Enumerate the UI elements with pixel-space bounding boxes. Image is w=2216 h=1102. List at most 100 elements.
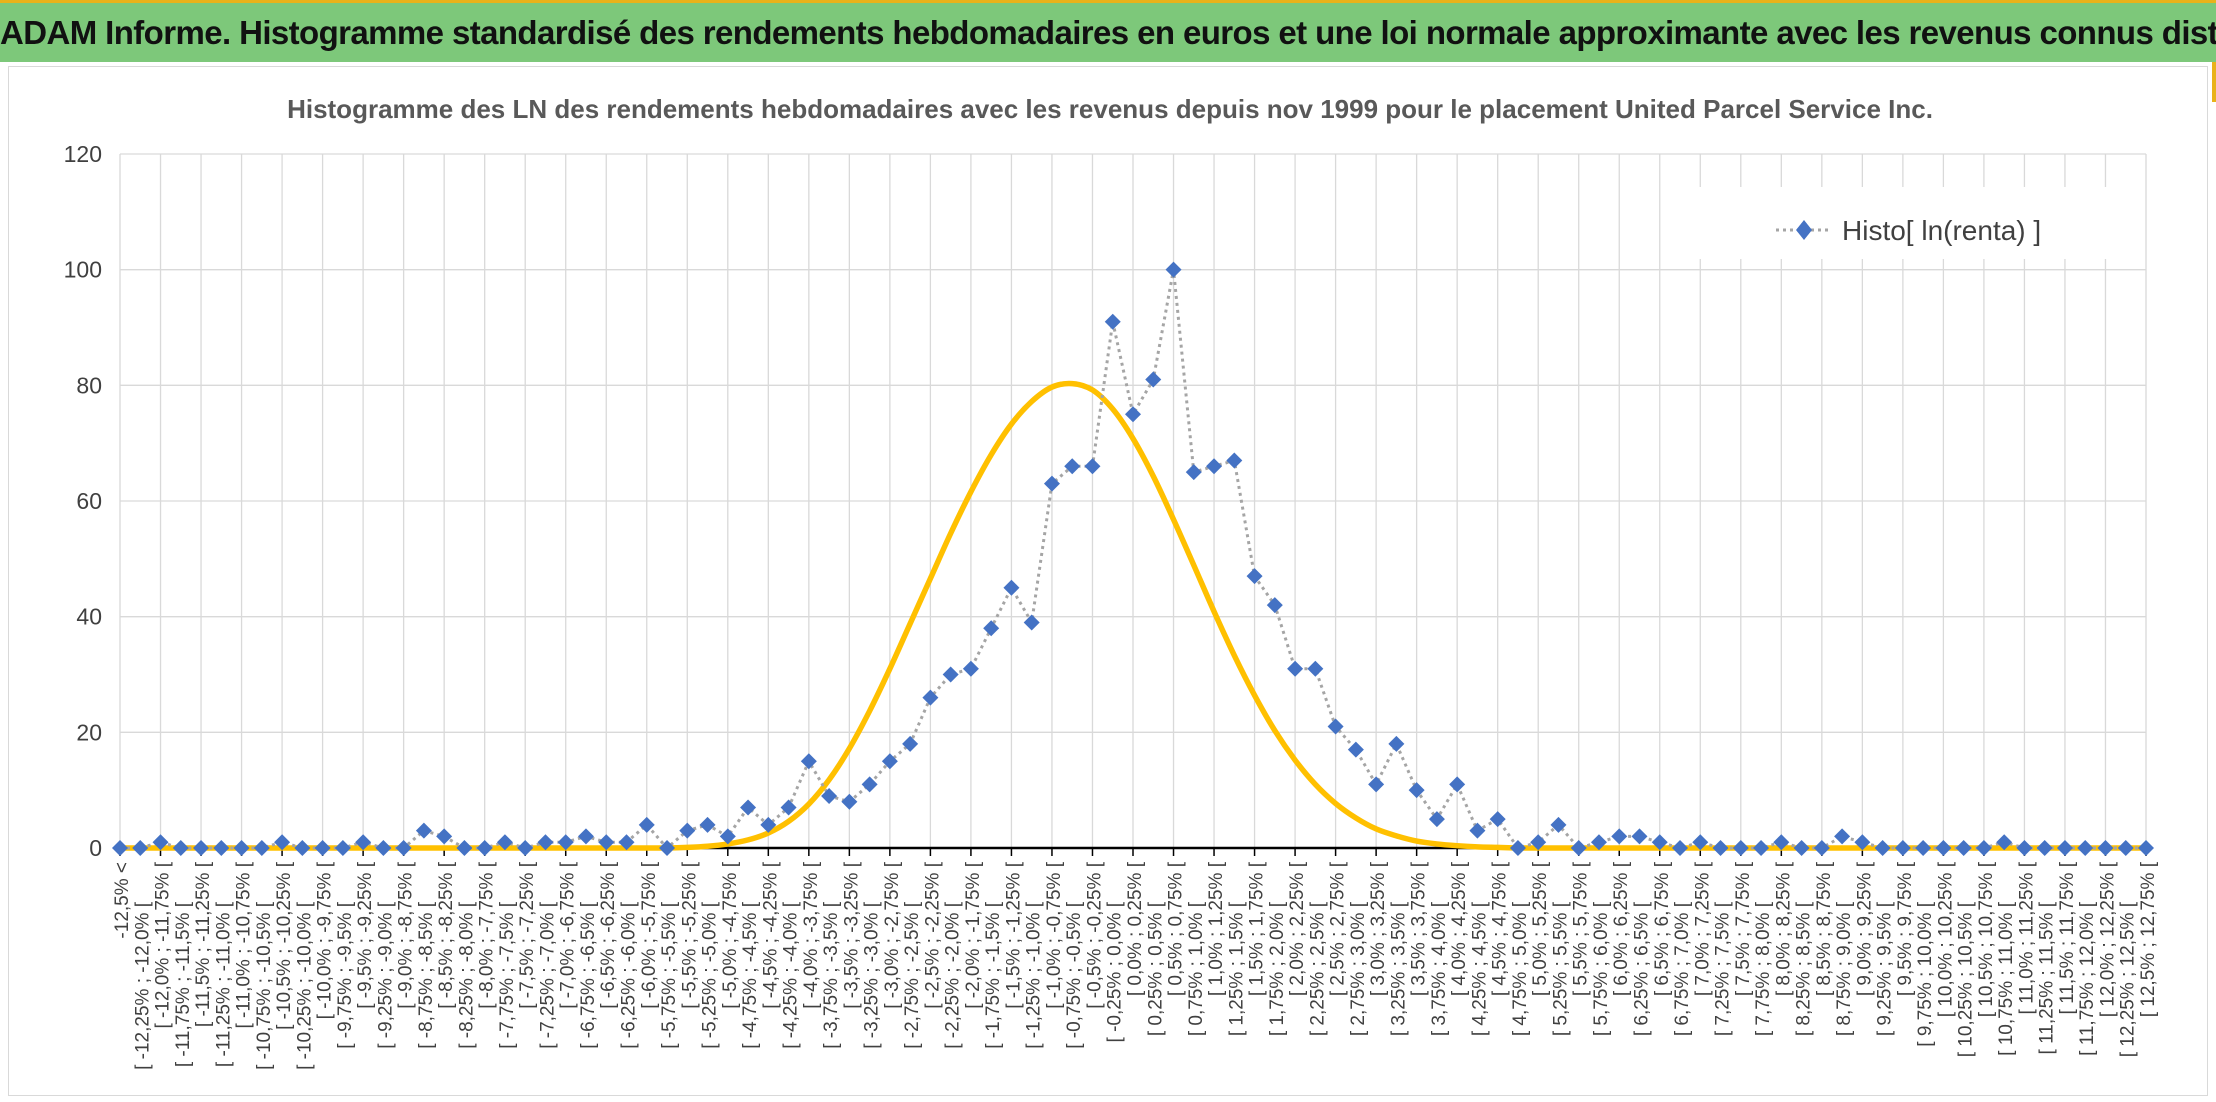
x-tick-label: [ -9,75% ; -9,5% [ xyxy=(335,901,356,1049)
histogram-point xyxy=(699,816,716,833)
histogram-point xyxy=(537,834,554,851)
x-tick-label: [ 1,0% ; 1,25% [ xyxy=(1206,861,1227,996)
histogram-point xyxy=(1692,834,1709,851)
histogram-point xyxy=(395,840,412,856)
x-tick-label: [ 0,75% ; 1,0% [ xyxy=(1186,901,1207,1036)
x-tick-label: [ 5,75% ; 6,0% [ xyxy=(1591,901,1612,1036)
histogram-line xyxy=(120,269,2146,851)
x-tick-label: [ -5,5% ; -5,25% [ xyxy=(679,861,700,1009)
x-tick-label: [ -9,5% ; -9,25% [ xyxy=(355,861,376,1009)
histogram-point xyxy=(1125,406,1141,423)
histogram-point xyxy=(1915,840,1932,856)
x-tick-label: [ 10,0% ; 10,25% [ xyxy=(1935,861,1956,1017)
histogram-point xyxy=(1854,834,1871,851)
x-tick-label: [ -6,75% ; -6,5% [ xyxy=(578,901,599,1049)
histogram-point xyxy=(1287,660,1304,677)
histogram-point xyxy=(881,753,898,770)
histogram-point xyxy=(1368,776,1385,793)
histogram-point xyxy=(233,840,250,856)
histogram-point xyxy=(821,787,838,804)
chart: Histogramme des LN des rendements hebdom… xyxy=(64,94,2159,1070)
histogram-point xyxy=(1084,458,1101,475)
x-tick-label: [ 7,25% ; 7,5% [ xyxy=(1713,901,1734,1036)
x-tick-label: [ -10,0% ; -9,75% [ xyxy=(315,861,336,1019)
x-tick-label: [ 2,75% ; 3,0% [ xyxy=(1348,901,1369,1036)
x-tick-label: [ -8,25% ; -8,0% [ xyxy=(456,901,477,1049)
x-tick-label: [ 11,25% ; 11,5% [ xyxy=(2037,901,2058,1054)
x-tick-label: [ -11,25% ; -11,0% [ xyxy=(213,901,234,1067)
x-tick-label: [ 4,25% ; 4,5% [ xyxy=(1469,901,1490,1036)
legend-label: Histo[ ln(renta) ] xyxy=(1842,215,2041,246)
histogram-point xyxy=(922,689,939,706)
x-tick-label: [ -3,25% ; -3,0% [ xyxy=(862,901,883,1049)
histogram-point xyxy=(1813,840,1830,856)
histogram-point xyxy=(314,840,331,856)
histogram-point xyxy=(1773,834,1790,851)
histogram-point xyxy=(1975,840,1992,856)
y-tick-label: 20 xyxy=(76,719,102,745)
x-tick-label: [ -4,75% ; -4,5% [ xyxy=(740,901,761,1049)
histogram-point xyxy=(902,735,919,752)
histogram-point xyxy=(1874,840,1891,856)
x-tick-label: [ 4,5% ; 4,75% [ xyxy=(1490,861,1511,996)
histogram-point xyxy=(638,816,655,833)
histogram-point xyxy=(740,799,757,816)
histogram-point xyxy=(2117,840,2134,856)
x-tick-label: [ 2,0% ; 2,25% [ xyxy=(1287,861,1308,996)
histogram-point xyxy=(2016,840,2033,856)
banner-title: ADAM Informe. Histogramme standardisé de… xyxy=(0,14,2216,51)
histogram-point xyxy=(1631,828,1648,845)
histogram-point xyxy=(1327,718,1344,735)
histogram-point xyxy=(1935,840,1952,856)
x-tick-label: [ 1,5% ; 1,75% [ xyxy=(1247,861,1268,996)
legend-marker-sample xyxy=(1796,220,1812,240)
histogram-point xyxy=(760,816,777,833)
x-tick-label: [ -12,25% ; -12,0% [ xyxy=(132,901,153,1070)
histogram-point xyxy=(1266,597,1283,614)
x-tick-label: [ 11,5% ; 11,75% [ xyxy=(2057,861,2078,1014)
histogram-point xyxy=(1530,834,1547,851)
histogram-point xyxy=(294,840,311,856)
x-tick-label: [ -3,0% ; -2,75% [ xyxy=(882,861,903,1009)
histogram-point xyxy=(618,834,635,851)
x-tick-label: [ -3,5% ; -3,25% [ xyxy=(841,861,862,1009)
x-tick-label: [ 12,25% ; 12,5% [ xyxy=(2118,901,2139,1057)
histogram-point xyxy=(1672,840,1689,856)
x-tick-label: [ -7,0% ; -6,75% [ xyxy=(558,861,579,1009)
x-tick-label: [ 2,25% ; 2,5% [ xyxy=(1307,901,1328,1036)
histogram-point xyxy=(1611,828,1628,845)
banner: ADAM Informe. Histogramme standardisé de… xyxy=(0,0,2216,62)
histogram-point xyxy=(1104,313,1121,330)
x-tick-label: [ -11,0% ; -10,75% [ xyxy=(234,861,255,1028)
histogram-point xyxy=(1509,840,1526,856)
histogram-point xyxy=(496,834,513,851)
x-tick-label: [ -8,0% ; -7,75% [ xyxy=(477,861,498,1009)
x-tick-label: [ 3,0% ; 3,25% [ xyxy=(1368,861,1389,996)
x-tick-label: [ 11,0% ; 11,25% [ xyxy=(2016,861,2037,1014)
legend-box xyxy=(1698,187,2118,259)
x-tick-label: [ 10,25% ; 10,5% [ xyxy=(1956,901,1977,1057)
histogram-point xyxy=(213,840,230,856)
histogram-point xyxy=(1246,568,1263,585)
x-tick-label: [ 6,5% ; 6,75% [ xyxy=(1652,861,1673,996)
histogram-point xyxy=(861,776,878,793)
x-tick-label: [ 0,5% ; 0,75% [ xyxy=(1166,861,1187,996)
histogram-point xyxy=(1732,840,1749,856)
y-tick-label: 80 xyxy=(76,372,102,398)
x-tick-label: [ -4,0% ; -3,75% [ xyxy=(801,861,822,1009)
y-tick-label: 0 xyxy=(89,835,102,861)
histogram-point xyxy=(334,840,351,856)
x-tick-label: [ 7,75% ; 8,0% [ xyxy=(1753,901,1774,1036)
x-tick-label: [ -9,25% ; -9,0% [ xyxy=(375,901,396,1049)
histogram-point xyxy=(1165,261,1182,278)
histogram-point xyxy=(1753,840,1770,856)
x-tick-label: [ 12,0% ; 12,25% [ xyxy=(2097,861,2118,1017)
histogram-point xyxy=(962,660,979,677)
histogram-point xyxy=(719,828,736,845)
histogram-point xyxy=(2138,840,2154,856)
x-tick-label: [ -5,75% ; -5,5% [ xyxy=(659,901,680,1049)
x-tick-label: [ -2,75% ; -2,5% [ xyxy=(902,901,923,1049)
histogram-point xyxy=(476,840,493,856)
histogram-point xyxy=(415,822,432,839)
x-tick-label: [ 9,25% ; 9,5% [ xyxy=(1875,901,1896,1036)
